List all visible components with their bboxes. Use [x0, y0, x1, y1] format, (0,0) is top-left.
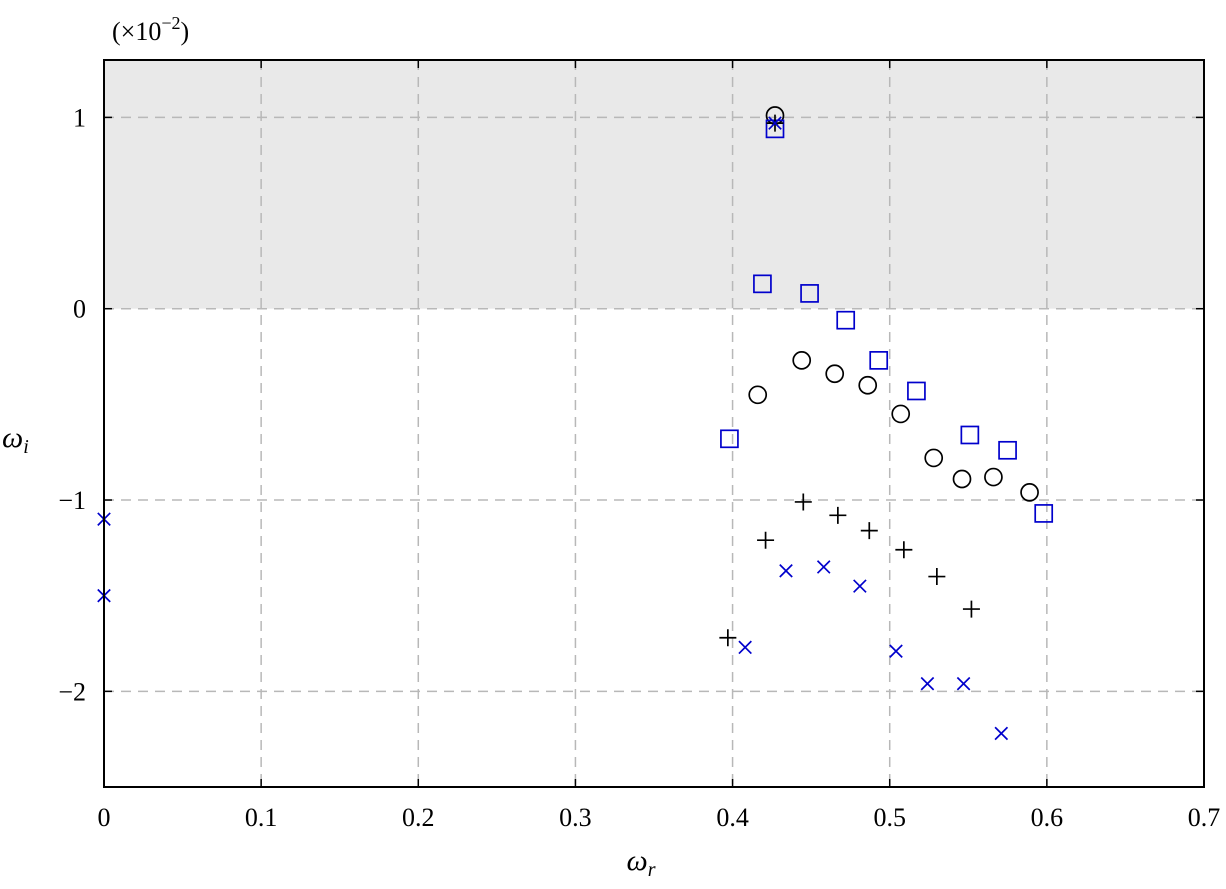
circle-marker: [1020, 483, 1039, 502]
square-marker: [720, 429, 739, 449]
square-marker: [836, 310, 856, 330]
x-tick-label: 0.7: [1188, 803, 1221, 832]
tick-labels: 0 0.1 0.2 0.3 0.4 0.5 0.6 0.7 −2 −1 0 1: [58, 103, 1220, 832]
plus-marker: [757, 531, 775, 549]
circle-marker: [952, 469, 972, 489]
square-marker: [753, 274, 772, 294]
x-tick-label: 0.2: [402, 803, 435, 832]
circle-marker: [792, 351, 812, 370]
x-marker: [816, 560, 831, 574]
ticks: [103, 60, 1205, 787]
y-tick-label: −1: [58, 486, 86, 515]
y-multiplier: (×10−2): [112, 13, 189, 46]
plus-marker: [860, 522, 878, 540]
x-tick-label: 0.6: [1031, 803, 1064, 832]
x-marker: [779, 564, 793, 578]
circle-marker: [748, 385, 768, 405]
x-marker: [994, 726, 1009, 741]
square-marker: [960, 425, 980, 445]
x-marker: [889, 644, 903, 658]
plus-marker: [895, 541, 913, 559]
x-marker: [956, 676, 971, 691]
plus-marker: [794, 493, 812, 511]
x-marker: [768, 116, 782, 130]
circle-marker: [984, 467, 1003, 487]
plot-frame: [103, 59, 1205, 788]
shaded-region: [104, 60, 1204, 309]
x-tick-label: 0.3: [559, 803, 592, 832]
circle-marker: [825, 364, 845, 384]
y-tick-label: −2: [58, 677, 86, 706]
x-tick-label: 0.5: [873, 803, 906, 832]
plus-marker: [962, 600, 980, 618]
square-marker: [800, 284, 819, 303]
x-tick-label: 0: [98, 803, 111, 832]
x-axis-label: ωr: [627, 844, 656, 881]
circle-marker: [858, 375, 878, 395]
x-marker: [920, 676, 935, 691]
plus-marker: [928, 568, 946, 586]
circle-marker: [924, 448, 944, 468]
x-tick-label: 0.4: [716, 803, 749, 832]
square-marker: [869, 351, 889, 370]
square-marker: [1034, 504, 1054, 523]
y-axis-label: ωi: [2, 421, 29, 458]
plus-marker: [719, 629, 737, 647]
plus-marker: [829, 506, 847, 524]
markers: [97, 106, 1054, 741]
square-marker: [907, 381, 926, 401]
x-marker: [853, 579, 867, 593]
square-marker: [998, 440, 1017, 460]
grid: [104, 60, 1204, 787]
x-marker: [738, 640, 752, 655]
circle-marker: [891, 404, 911, 424]
x-tick-label: 0.1: [245, 803, 278, 832]
y-tick-label: 1: [73, 103, 86, 132]
y-tick-label: 0: [73, 295, 86, 324]
